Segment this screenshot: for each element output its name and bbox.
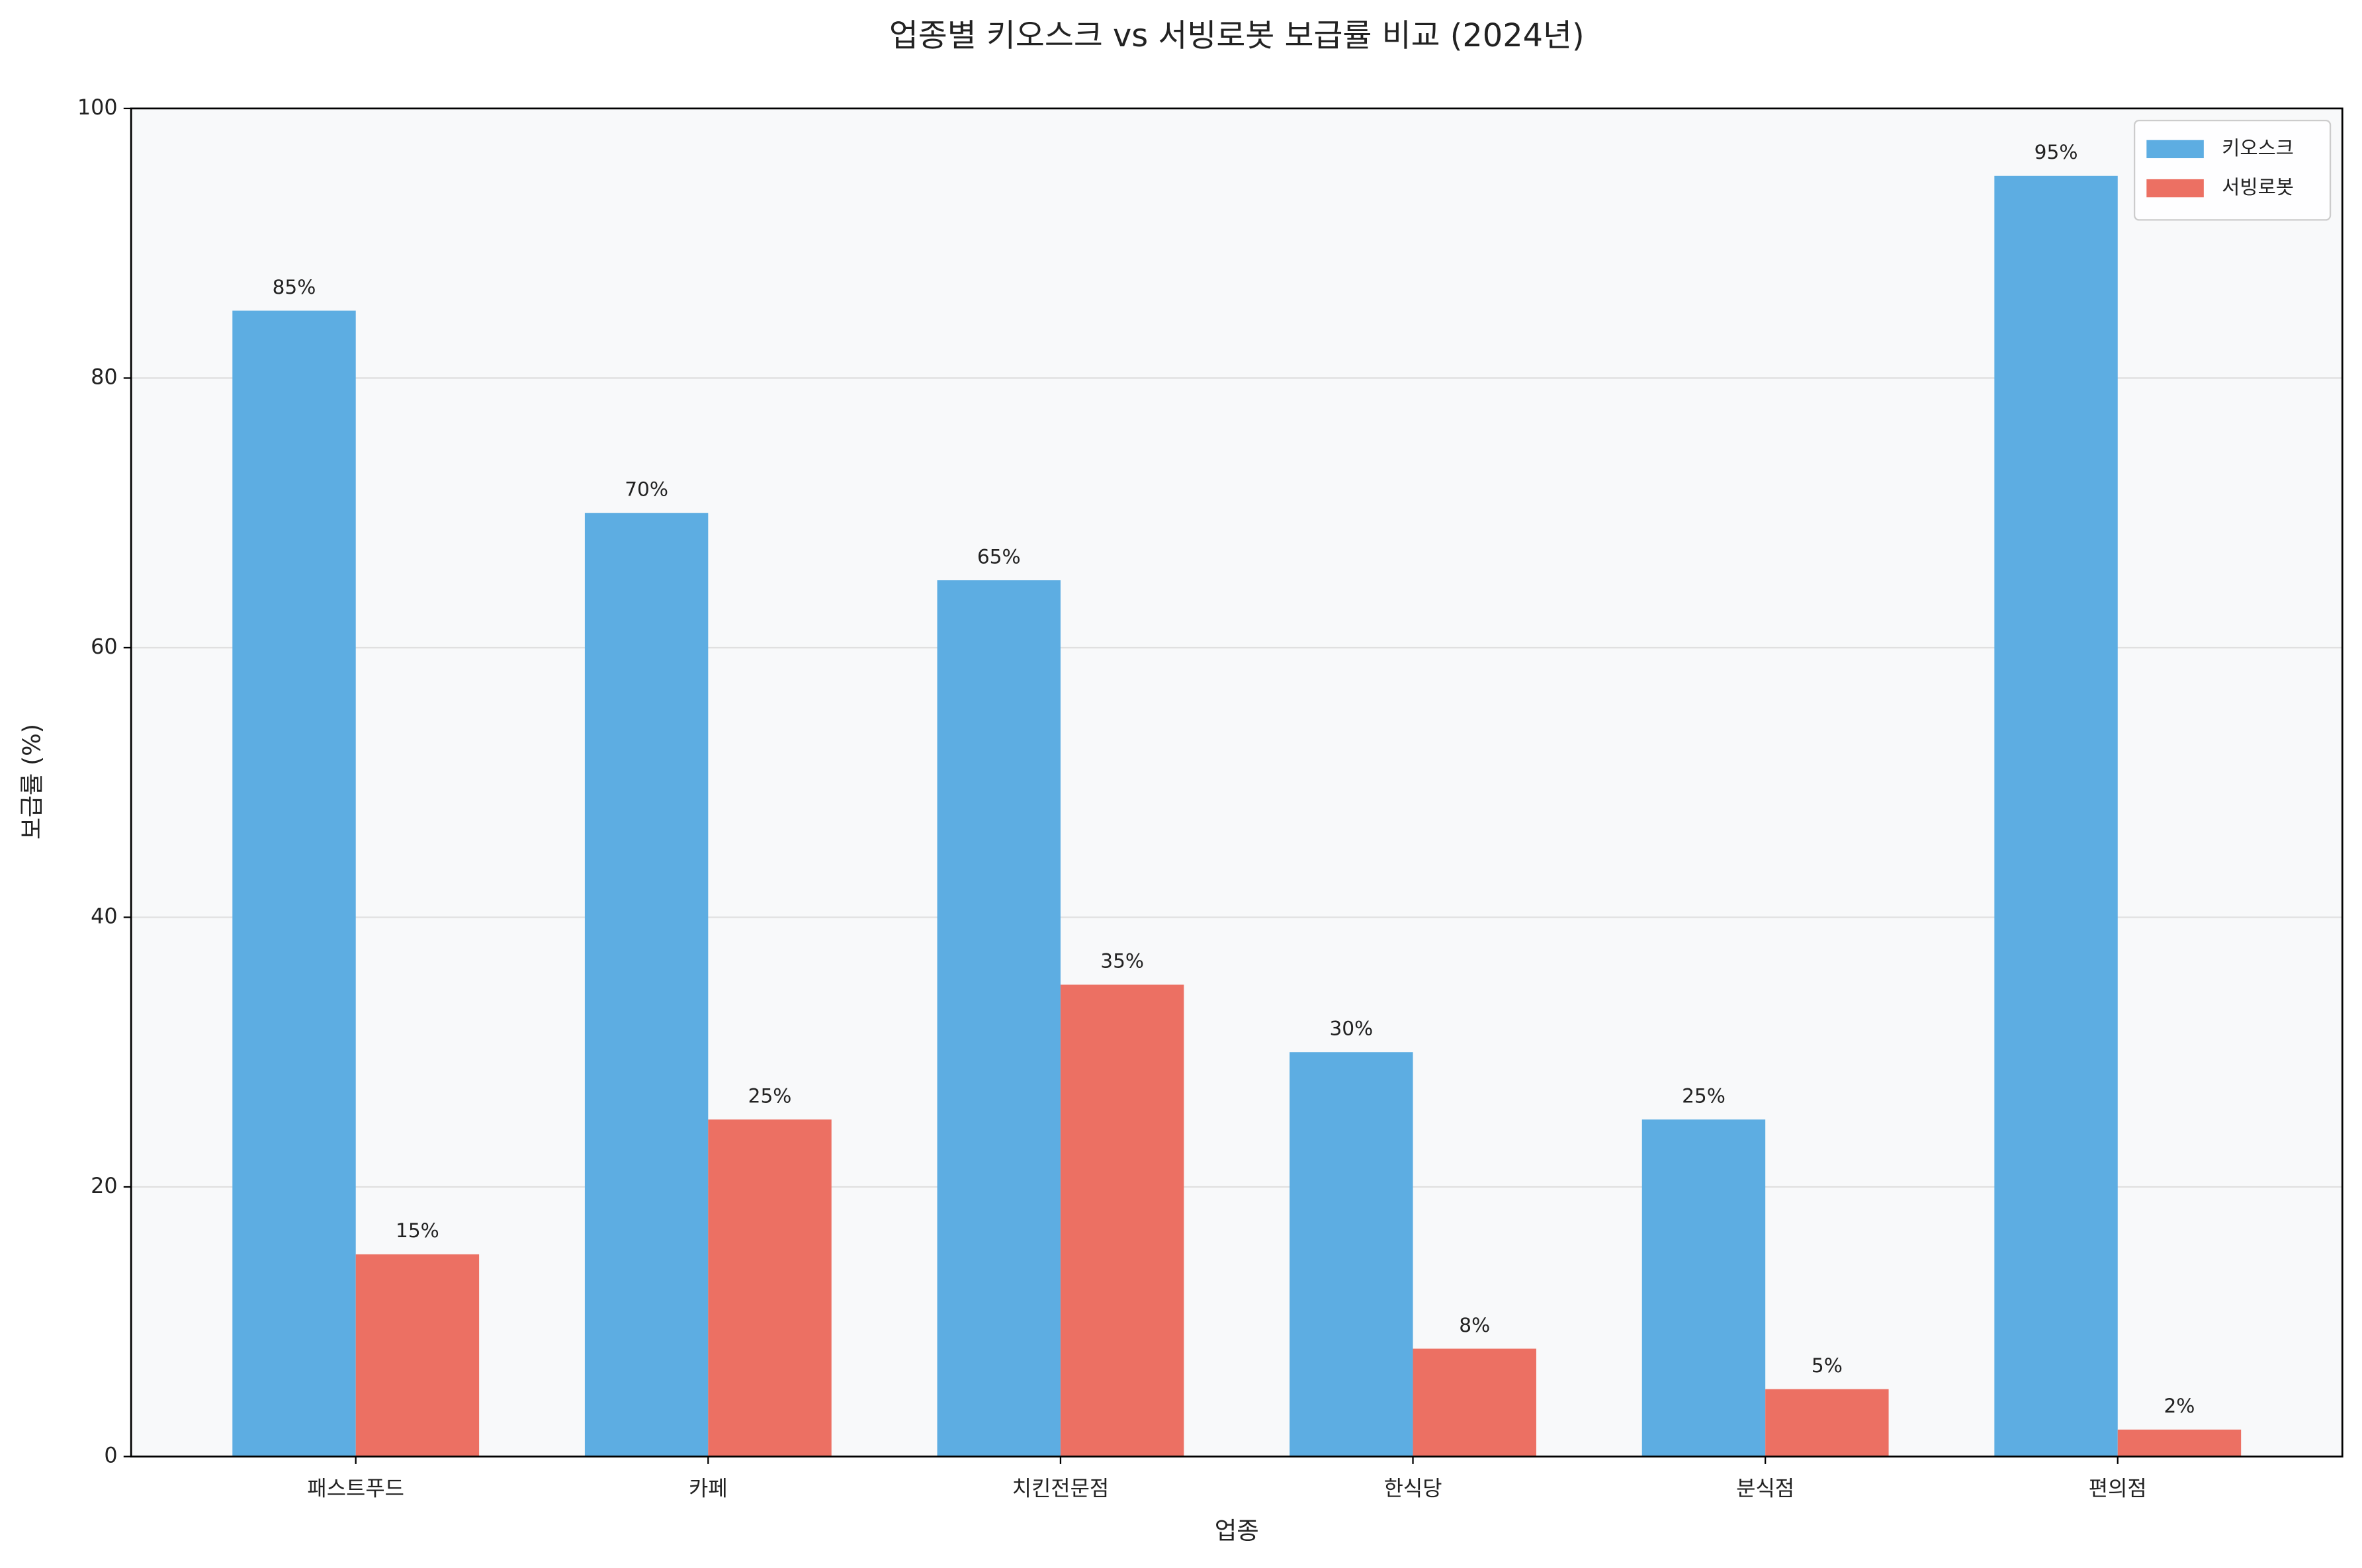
bar	[1641, 1119, 1766, 1457]
value-label: 2%	[2164, 1395, 2195, 1417]
bar	[708, 1119, 832, 1457]
value-label: 25%	[748, 1084, 792, 1107]
bar	[1290, 1052, 1413, 1457]
x-tick-label: 카페	[689, 1476, 728, 1501]
x-axis-label: 업종	[1215, 1516, 1259, 1545]
value-label: 25%	[1682, 1084, 1726, 1107]
y-tick-label: 40	[91, 903, 118, 928]
bar	[584, 513, 709, 1457]
x-tick-label: 편의점	[2089, 1476, 2147, 1501]
bar	[1994, 175, 2118, 1457]
bar	[2117, 1429, 2242, 1457]
x-tick-label: 한식당	[1384, 1476, 1442, 1501]
x-tick-label: 분식점	[1736, 1476, 1794, 1501]
chart-title: 업종별 키오스크 vs 서빙로봇 보급률 비교 (2024년)	[889, 18, 1585, 54]
y-axis-label: 보급률 (%)	[18, 724, 46, 840]
value-label: 35%	[1100, 950, 1144, 973]
bar	[1060, 984, 1184, 1457]
value-label: 30%	[1329, 1018, 1373, 1040]
bar	[1765, 1389, 1889, 1457]
value-label: 95%	[2034, 141, 2078, 163]
legend-label: 키오스크	[2222, 137, 2294, 159]
bar	[232, 310, 356, 1457]
legend-label: 서빙로봇	[2222, 176, 2294, 198]
plot-area	[131, 108, 2343, 1457]
y-tick-label: 20	[91, 1173, 118, 1198]
x-tick-label: 패스트푸드	[307, 1476, 404, 1501]
y-tick-label: 100	[77, 95, 118, 120]
bar	[937, 580, 1061, 1457]
value-label: 65%	[977, 545, 1021, 568]
legend-swatch	[2146, 140, 2204, 159]
value-label: 8%	[1459, 1314, 1490, 1336]
legend-swatch	[2146, 179, 2204, 198]
value-label: 5%	[1812, 1354, 1843, 1377]
plot-frame	[130, 107, 2343, 1458]
bar	[355, 1254, 480, 1457]
y-tick-label: 80	[91, 364, 118, 389]
y-tick-label: 60	[91, 634, 118, 659]
value-label: 15%	[396, 1219, 439, 1242]
value-label: 70%	[625, 478, 668, 501]
legend-frame	[2133, 119, 2332, 221]
y-tick-label: 0	[104, 1443, 117, 1468]
x-tick-label: 치킨전문점	[1012, 1476, 1110, 1501]
value-label: 85%	[273, 276, 316, 298]
bar	[1413, 1348, 1536, 1457]
